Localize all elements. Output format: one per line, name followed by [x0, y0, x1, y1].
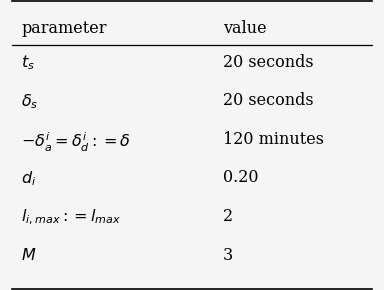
Text: 3: 3 [223, 246, 233, 264]
Text: $d_i$: $d_i$ [21, 169, 36, 188]
Text: value: value [223, 20, 266, 37]
Text: $\delta_s$: $\delta_s$ [21, 92, 38, 111]
Text: 20 seconds: 20 seconds [223, 92, 313, 109]
Text: $l_{i,max} := l_{max}$: $l_{i,max} := l_{max}$ [21, 208, 121, 227]
Text: 2: 2 [223, 208, 233, 225]
Text: $-\delta_a^i = \delta_d^i := \delta$: $-\delta_a^i = \delta_d^i := \delta$ [21, 131, 131, 154]
Text: $t_s$: $t_s$ [21, 54, 35, 72]
Text: $M$: $M$ [21, 246, 36, 264]
Text: 120 minutes: 120 minutes [223, 131, 324, 148]
Text: 20 seconds: 20 seconds [223, 54, 313, 71]
Text: parameter: parameter [21, 20, 107, 37]
Text: 0.20: 0.20 [223, 169, 258, 186]
